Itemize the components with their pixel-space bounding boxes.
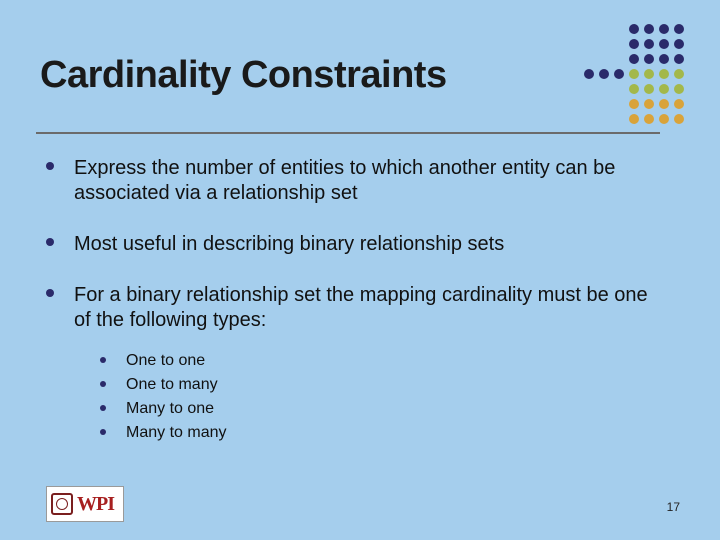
sub-bullet-item: Many to many bbox=[100, 421, 660, 445]
title-underline bbox=[36, 132, 660, 134]
decor-dot bbox=[629, 84, 639, 94]
wpi-seal-icon bbox=[51, 493, 73, 515]
decor-dot bbox=[659, 54, 669, 64]
decor-dot bbox=[659, 84, 669, 94]
decor-dot bbox=[644, 84, 654, 94]
decor-dot bbox=[584, 69, 594, 79]
decor-dot bbox=[629, 54, 639, 64]
decor-dot bbox=[674, 114, 684, 124]
slide: Cardinality Constraints Express the numb… bbox=[0, 0, 720, 540]
decor-dot bbox=[674, 69, 684, 79]
slide-title: Cardinality Constraints bbox=[40, 54, 447, 97]
decor-dot bbox=[644, 114, 654, 124]
sub-bullet-text: One to one bbox=[126, 352, 205, 369]
wpi-logo-text: WPI bbox=[77, 493, 114, 516]
decor-dot bbox=[674, 84, 684, 94]
decor-dot bbox=[629, 99, 639, 109]
bullet-item: Express the number of entities to which … bbox=[46, 156, 660, 206]
decor-dot bbox=[629, 114, 639, 124]
slide-body: Express the number of entities to which … bbox=[46, 156, 660, 471]
bullet-text: For a binary relationship set the mappin… bbox=[74, 284, 648, 331]
decor-dot bbox=[644, 99, 654, 109]
sub-bullet-item: Many to one bbox=[100, 397, 660, 421]
decor-dot bbox=[659, 114, 669, 124]
decor-dot bbox=[644, 69, 654, 79]
page-number: 17 bbox=[667, 500, 680, 514]
decor-dot bbox=[674, 39, 684, 49]
bullet-text: Most useful in describing binary relatio… bbox=[74, 233, 504, 255]
decor-dot bbox=[659, 24, 669, 34]
decor-dot bbox=[674, 24, 684, 34]
decor-dot bbox=[629, 24, 639, 34]
bullet-item: Most useful in describing binary relatio… bbox=[46, 232, 660, 257]
bullet-item: For a binary relationship set the mappin… bbox=[46, 283, 660, 445]
sub-bullet-text: Many to many bbox=[126, 424, 226, 441]
decor-dot bbox=[674, 99, 684, 109]
decor-dot bbox=[674, 54, 684, 64]
decor-dot bbox=[659, 69, 669, 79]
corner-dot-grid bbox=[584, 24, 686, 126]
decor-dot bbox=[629, 69, 639, 79]
sub-bullet-text: Many to one bbox=[126, 400, 214, 417]
bullet-text: Express the number of entities to which … bbox=[74, 157, 615, 204]
decor-dot bbox=[614, 69, 624, 79]
decor-dot bbox=[644, 24, 654, 34]
decor-dot bbox=[644, 54, 654, 64]
decor-dot bbox=[659, 39, 669, 49]
sub-bullet-text: One to many bbox=[126, 376, 218, 393]
decor-dot bbox=[644, 39, 654, 49]
decor-dot bbox=[629, 39, 639, 49]
sub-bullet-item: One to one bbox=[100, 349, 660, 373]
decor-dot bbox=[599, 69, 609, 79]
wpi-logo: WPI bbox=[46, 486, 124, 522]
decor-dot bbox=[659, 99, 669, 109]
sub-bullet-item: One to many bbox=[100, 373, 660, 397]
